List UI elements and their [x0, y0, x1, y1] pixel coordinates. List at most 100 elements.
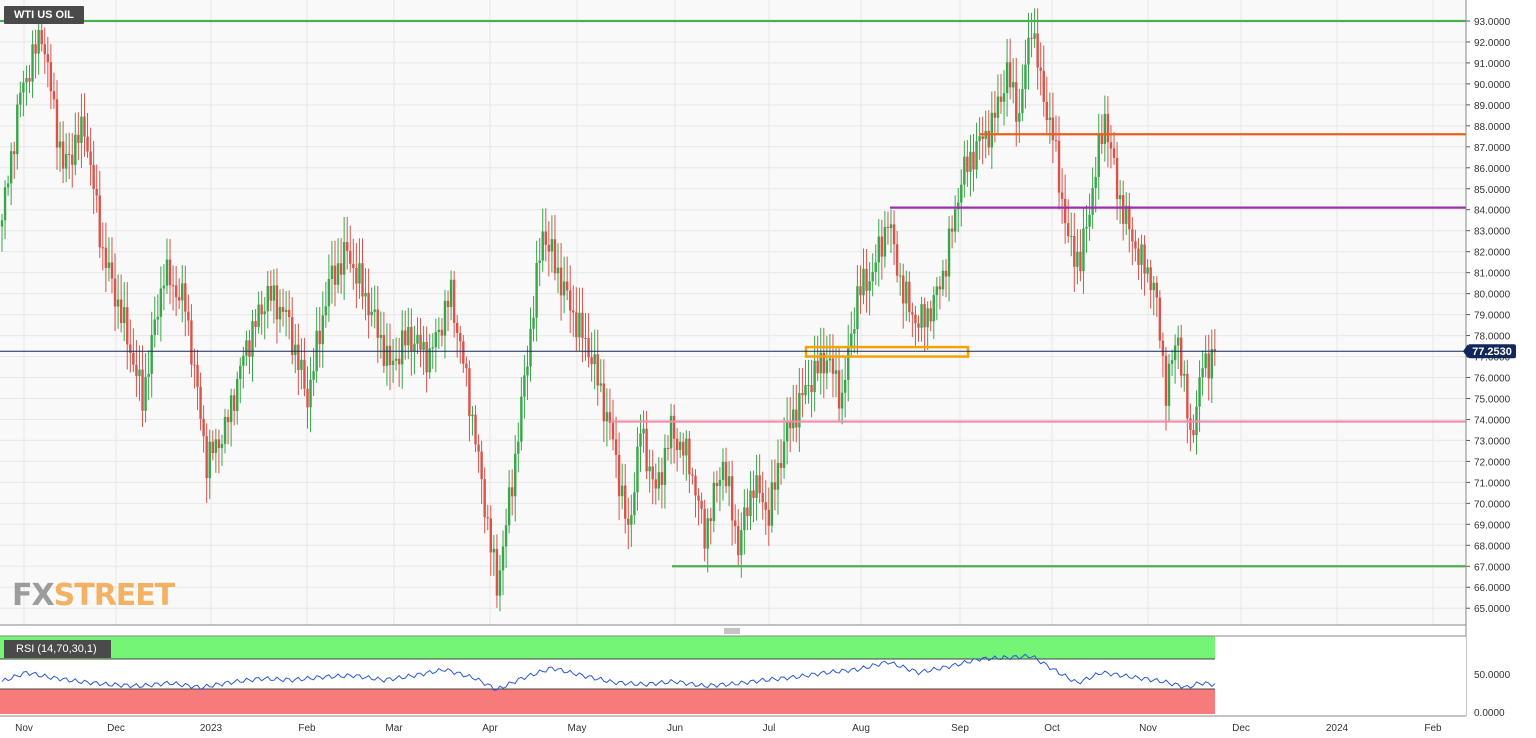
- candle-body: [569, 290, 572, 311]
- candle: [492, 535, 496, 576]
- candle-body: [498, 570, 502, 596]
- candle: [68, 132, 71, 179]
- candle-body: [599, 383, 602, 386]
- current-price-text: 77.2530: [1472, 346, 1512, 358]
- candle-body: [1128, 205, 1131, 230]
- candle-body: [339, 263, 343, 275]
- x-tick-label: Apr: [482, 723, 498, 734]
- candle-body: [144, 376, 147, 411]
- candle-body: [486, 517, 489, 519]
- candle-body: [510, 487, 514, 497]
- candle: [895, 230, 899, 283]
- candle-body: [309, 379, 312, 408]
- candle: [401, 310, 404, 389]
- candle-body: [630, 515, 633, 525]
- candle-body: [413, 343, 416, 352]
- candle-body: [25, 78, 28, 83]
- candle-body: [1060, 192, 1064, 199]
- candle: [468, 360, 471, 442]
- pane-splitter-handle[interactable]: [722, 627, 742, 634]
- candle-body: [1039, 67, 1042, 71]
- candle: [611, 399, 615, 451]
- candle: [34, 29, 37, 79]
- candle-body: [275, 285, 279, 320]
- candle-body: [596, 354, 599, 386]
- candle: [1170, 349, 1174, 376]
- candle: [1073, 212, 1076, 292]
- candle: [92, 140, 95, 214]
- candle: [324, 281, 328, 328]
- candle-body: [388, 345, 392, 365]
- candle: [1140, 234, 1143, 290]
- candle: [498, 555, 502, 612]
- candle-body: [1201, 368, 1204, 378]
- candle-body: [1042, 70, 1045, 102]
- candle: [239, 357, 242, 404]
- candle: [1070, 212, 1073, 257]
- candle: [1192, 414, 1195, 443]
- candle: [214, 428, 218, 473]
- current-price-tag: 77.2530: [1463, 344, 1516, 359]
- x-tick-label: Feb: [1424, 723, 1442, 734]
- candle: [1060, 168, 1064, 224]
- candle-body: [840, 392, 844, 409]
- candle: [364, 268, 367, 321]
- candle-body: [1115, 157, 1119, 200]
- candle: [758, 454, 761, 504]
- candle-body: [449, 279, 453, 308]
- candle-body: [813, 360, 816, 393]
- candle-body: [251, 321, 254, 357]
- candle-body: [1054, 140, 1058, 142]
- candle-body: [300, 359, 303, 370]
- candle-body: [624, 485, 627, 519]
- candle-body: [926, 308, 929, 328]
- candle-body: [1207, 353, 1210, 379]
- candle: [565, 256, 569, 301]
- candle: [544, 208, 547, 262]
- candle: [816, 335, 819, 382]
- candle: [734, 504, 737, 544]
- candle-body: [434, 332, 438, 348]
- candle: [892, 210, 896, 265]
- candle-body: [446, 300, 450, 308]
- candle: [1213, 329, 1217, 367]
- candle: [966, 140, 969, 187]
- price-pointer-icon: [1463, 344, 1468, 359]
- candle: [1180, 324, 1183, 388]
- candle: [847, 324, 850, 402]
- candle: [639, 414, 642, 472]
- candle: [1008, 38, 1012, 100]
- candle: [614, 416, 618, 478]
- candle-body: [1070, 236, 1073, 238]
- candle-body: [193, 364, 196, 366]
- candle-body: [947, 228, 951, 277]
- candle-body: [394, 358, 398, 361]
- candle-body: [123, 307, 126, 324]
- candle: [1021, 64, 1024, 121]
- candle-body: [816, 360, 819, 374]
- candle-body: [862, 268, 865, 296]
- candle-body: [3, 187, 7, 221]
- candle: [923, 297, 926, 352]
- candle-body: [1109, 142, 1113, 149]
- candle-body: [938, 286, 942, 290]
- candle: [437, 317, 441, 350]
- candle: [257, 291, 260, 334]
- candle-body: [993, 112, 997, 118]
- candle: [3, 180, 7, 240]
- candle-body: [333, 265, 337, 285]
- candle: [669, 403, 673, 465]
- candle: [1173, 334, 1177, 384]
- candle: [184, 265, 187, 337]
- candle: [132, 328, 135, 373]
- candle-body: [101, 247, 105, 249]
- candle: [724, 447, 728, 494]
- candle-body: [1079, 251, 1082, 272]
- candle: [960, 169, 963, 227]
- candle-body: [602, 383, 606, 422]
- candle: [407, 307, 410, 360]
- candle: [883, 210, 887, 268]
- candle: [46, 36, 50, 88]
- candle: [532, 295, 535, 342]
